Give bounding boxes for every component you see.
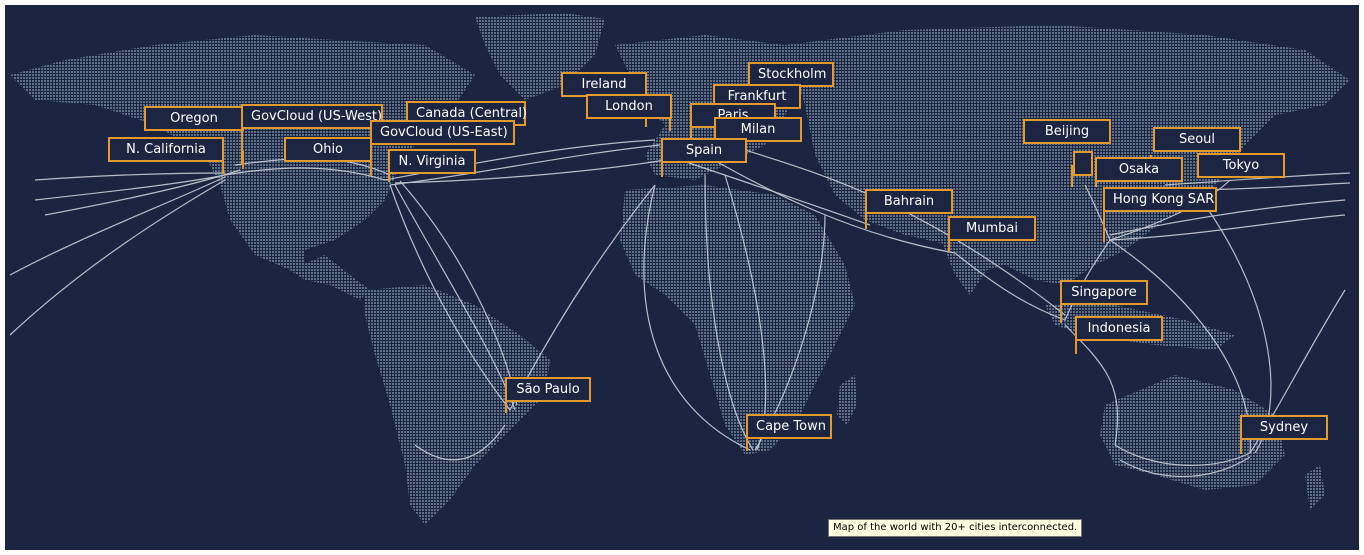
region-label-milan[interactable]: Milan — [714, 117, 802, 142]
london-pin — [669, 117, 671, 131]
region-label-govcloud-us-west[interactable]: GovCloud (US-West) — [241, 104, 383, 129]
region-label-beijing[interactable]: Beijing — [1023, 119, 1111, 144]
n-virginia-pin — [388, 170, 390, 182]
region-label-ireland[interactable]: Ireland — [561, 72, 647, 97]
world-map: Oregon GovCloud (US-West) Canada (Centra… — [5, 5, 1359, 550]
sydney-pin — [1240, 438, 1242, 454]
singapore-pin — [1060, 303, 1062, 323]
region-label-n-virginia[interactable]: N. Virginia — [388, 149, 476, 174]
oregon-pin — [242, 151, 244, 169]
region-label-mumbai[interactable]: Mumbai — [948, 216, 1036, 241]
region-label-hong-kong-sar[interactable]: Hong Kong SAR — [1103, 187, 1217, 212]
region-label-tokyo[interactable]: Tokyo — [1197, 153, 1285, 178]
mumbai-pin — [948, 238, 950, 252]
region-label-sao-paulo[interactable]: São Paulo — [505, 377, 591, 402]
region-label-behind-osaka — [1073, 151, 1093, 176]
sao-paulo-pin — [505, 397, 507, 413]
region-label-spain[interactable]: Spain — [661, 138, 747, 163]
region-label-bahrain[interactable]: Bahrain — [865, 189, 953, 214]
indonesia-pin — [1075, 338, 1077, 354]
map-tooltip: Map of the world with 20+ cities interco… — [828, 519, 1083, 537]
region-label-govcloud-us-east[interactable]: GovCloud (US-East) — [370, 120, 515, 145]
beijing-pin — [1071, 165, 1073, 187]
hong-kong-sar-pin — [1103, 210, 1105, 242]
region-label-sydney[interactable]: Sydney — [1240, 415, 1328, 440]
cape-town-pin — [746, 435, 748, 451]
region-label-cape-town[interactable]: Cape Town — [746, 414, 832, 439]
n-california-pin — [222, 160, 224, 174]
spain-pin — [661, 163, 663, 177]
world-map-graphic — [9, 13, 1351, 525]
ohio-pin — [370, 160, 372, 176]
region-label-singapore[interactable]: Singapore — [1060, 280, 1148, 305]
region-label-osaka[interactable]: Osaka — [1095, 157, 1183, 182]
osaka-pin — [1095, 177, 1097, 187]
bahrain-pin — [865, 211, 867, 229]
paris-pin — [690, 127, 692, 143]
region-label-indonesia[interactable]: Indonesia — [1075, 316, 1163, 341]
region-label-ohio[interactable]: Ohio — [284, 137, 372, 162]
govcloud-us-west-pin — [241, 125, 243, 165]
region-label-n-california[interactable]: N. California — [108, 137, 224, 162]
region-label-seoul[interactable]: Seoul — [1153, 127, 1241, 152]
region-label-london[interactable]: London — [586, 94, 672, 119]
region-label-oregon[interactable]: Oregon — [144, 106, 244, 131]
